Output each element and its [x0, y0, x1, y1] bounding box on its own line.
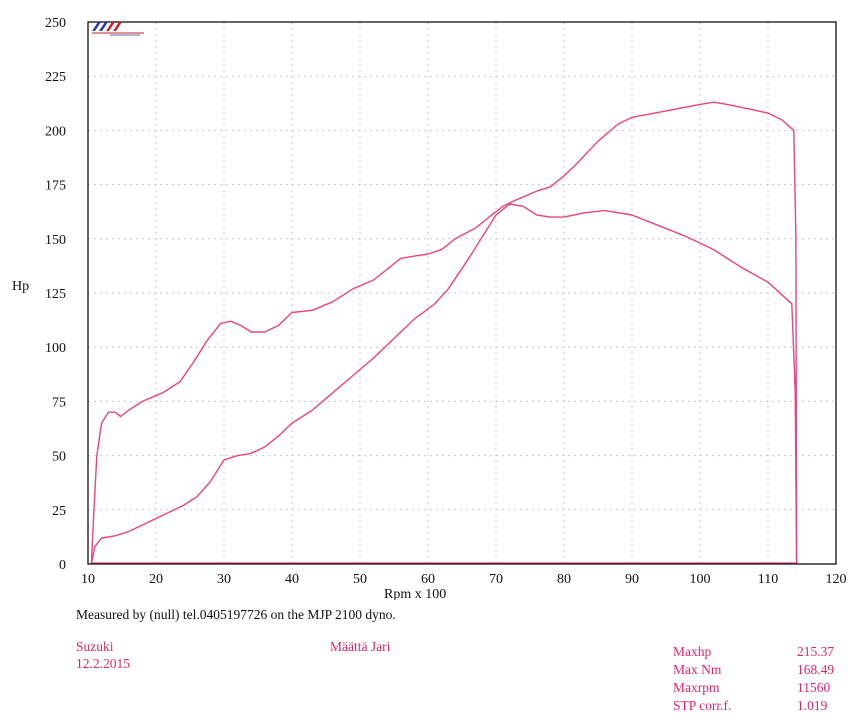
- x-tick-label: 20: [149, 572, 163, 587]
- stat-value-max-nm: 168.49: [797, 662, 835, 677]
- test-date: 12.2.2015: [76, 656, 130, 671]
- y-axis-ticks: 0 25 50 75 100 125 150 175 200 225 250: [45, 16, 66, 573]
- series-line-1: [90, 101, 798, 565]
- x-tick-label: 120: [826, 572, 847, 587]
- chart-frame: [87, 21, 837, 565]
- mjp-logo-icon: [90, 20, 146, 36]
- y-axis-label: Hp: [12, 279, 29, 294]
- stat-value-maxrpm: 11560: [797, 680, 831, 695]
- y-tick-label: 200: [45, 124, 66, 139]
- owner-name: Määttä Jari: [330, 639, 391, 654]
- y-tick-label: 225: [45, 70, 66, 85]
- x-tick-label: 70: [489, 572, 503, 587]
- y-tick-label: 250: [45, 16, 66, 31]
- y-tick-label: 150: [45, 233, 66, 248]
- stat-label-maxrpm: Maxrpm: [673, 680, 720, 695]
- y-tick-label: 100: [45, 341, 66, 356]
- dyno-chart: 0 25 50 75 100 125 150 175 200 225 250 10 20 30 40 50 6…: [12, 16, 847, 600]
- x-tick-label: 80: [557, 572, 571, 587]
- vehicle-make: Suzuki: [76, 639, 114, 654]
- x-tick-label: 110: [758, 572, 778, 587]
- y-tick-label: 125: [45, 287, 66, 302]
- x-tick-label: 30: [217, 572, 231, 587]
- y-tick-label: 175: [45, 179, 66, 194]
- x-tick-label: 50: [353, 572, 367, 587]
- measured-by-note: Measured by (null) tel.0405197726 on the…: [76, 607, 396, 622]
- chart-grid: [88, 22, 836, 564]
- stat-label-max-nm: Max Nm: [673, 662, 722, 677]
- x-tick-label: 60: [421, 572, 435, 587]
- stat-label-stp-corr: STP corr.f.: [673, 698, 732, 713]
- x-tick-label: 40: [285, 572, 299, 587]
- x-tick-label: 100: [690, 572, 711, 587]
- stat-value-stp-corr: 1.019: [797, 698, 828, 713]
- y-tick-label: 75: [52, 395, 66, 410]
- y-tick-label: 25: [52, 504, 66, 519]
- x-tick-label: 90: [625, 572, 639, 587]
- stat-label-maxhp: Maxhp: [673, 644, 712, 659]
- y-tick-label: 0: [59, 558, 66, 573]
- series-line-2: [90, 203, 798, 565]
- plot-border: [87, 21, 837, 565]
- chart-curves: [90, 101, 798, 565]
- stat-value-maxhp: 215.37: [797, 644, 835, 659]
- x-tick-label: 10: [81, 572, 95, 587]
- y-tick-label: 50: [52, 450, 66, 465]
- x-axis-ticks: 10 20 30 40 50 60 70 80 90 100 110 120: [81, 572, 847, 587]
- x-axis-label: Rpm x 100: [384, 587, 446, 600]
